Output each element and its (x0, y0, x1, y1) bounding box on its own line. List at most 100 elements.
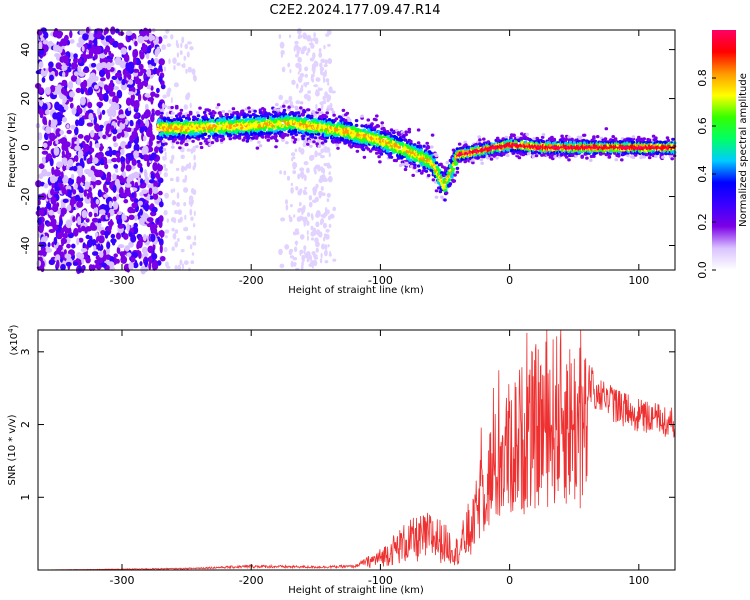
spectrogram-cell (66, 243, 71, 249)
spectrogram-cell (113, 86, 119, 91)
spectrogram-cell (292, 257, 298, 261)
spectrogram-cell (292, 170, 297, 175)
spectrogram-cell (144, 202, 150, 212)
spectrogram-cell (313, 66, 316, 73)
spectrogram-cell (324, 59, 328, 65)
spectrogram-cell (295, 46, 301, 51)
spectrogram-cell (74, 182, 78, 190)
spectrogram-cell (126, 252, 132, 257)
spectrogram-cell (137, 162, 143, 168)
spectrogram-cell (113, 142, 119, 148)
spectrogram-cell (196, 137, 201, 141)
spectrogram-cell (159, 232, 165, 238)
spectrogram-cell (133, 150, 139, 159)
spectrogram-cell (208, 143, 212, 147)
spectrogram-cell (310, 231, 316, 237)
spectrogram-cell (77, 149, 84, 159)
spectrogram-cell (434, 195, 439, 199)
spectrogram-cell (144, 93, 151, 98)
spectrogram-cell (276, 108, 281, 112)
spectrogram-cell (432, 158, 437, 162)
spectrogram-cell (279, 263, 285, 269)
spectrogram-cell (49, 174, 57, 184)
spectrogram-cell (157, 164, 163, 172)
spectrogram-cell (150, 152, 157, 160)
spectrogram-cell (50, 85, 56, 93)
spectrogram-cell (69, 39, 75, 44)
spectrogram-cell (204, 116, 208, 120)
spectrogram-cell (52, 44, 60, 52)
spectrogram-cell (160, 111, 164, 115)
spectrogram-cell (319, 62, 323, 68)
spectrogram-cell (93, 84, 99, 90)
spectrogram-cell (96, 107, 101, 116)
spectrogram-cell (480, 161, 485, 165)
spectrogram-cell (147, 245, 154, 254)
spectrogram-cell (231, 107, 236, 111)
spectrogram-cell (517, 156, 522, 160)
spectrogram-cell (298, 146, 302, 153)
spectrogram-cell (132, 262, 139, 269)
spectrogram-cell (142, 234, 147, 242)
spectrogram-cell (195, 145, 199, 149)
spectrogram-cell (112, 135, 117, 142)
spectrogram-cell (128, 79, 134, 85)
spectrogram-cell (79, 96, 86, 106)
spectrogram-cell (324, 234, 330, 240)
spectrogram-cell (55, 62, 62, 70)
spectrogram-cell (93, 39, 98, 47)
spectrogram-cell (184, 174, 188, 181)
spectrogram-cell (218, 111, 222, 115)
spectrogram-cell (278, 248, 283, 256)
spectrogram-cell (290, 260, 294, 268)
spectrogram-cell (117, 211, 123, 216)
spectrogram-cell (193, 210, 196, 217)
spectrogram-cell (306, 230, 309, 236)
spectrogram-cell (82, 79, 88, 88)
spectrogram-cell (106, 61, 112, 71)
spectrogram-cell (181, 263, 185, 270)
spectrogram-cell (360, 114, 364, 118)
spectrogram-cell (279, 170, 282, 175)
spectrogram-cell (452, 179, 457, 183)
spectrogram-cell (304, 35, 308, 40)
spectrogram-cell (327, 244, 330, 248)
spectrogram-cell (62, 99, 66, 108)
spectrogram-cell (77, 176, 82, 184)
spectrogram-cell (478, 138, 482, 142)
spectrogram-cell (124, 183, 132, 188)
spectrogram-cell (237, 136, 242, 140)
spectrogram-cell (298, 202, 302, 207)
spectrogram-cell (152, 68, 157, 75)
spectrogram-cell (187, 41, 192, 45)
spectrogram-cell (301, 260, 304, 267)
spectrogram-cell (424, 169, 429, 173)
spectrogram-cell (308, 201, 313, 208)
spectrogram-cell (103, 92, 109, 102)
spectrogram-cell (299, 250, 302, 257)
spectrogram-cell (331, 110, 336, 114)
spectrogram-cell (328, 152, 331, 158)
spectrogram-cell (85, 234, 91, 240)
spectrogram-cell (203, 132, 208, 136)
spectrogram-cell (98, 69, 106, 78)
spectrogram-cell (89, 154, 93, 163)
spectrogram-cell (146, 68, 152, 77)
spectrogram-cell (98, 131, 103, 137)
spectrogram-cell (170, 115, 174, 120)
spectrogram-cell (320, 155, 325, 159)
spectrogram-cell (127, 91, 135, 96)
spectrogram-cell (409, 158, 413, 162)
spectrogram-cell (186, 51, 190, 58)
spectrogram-cell (142, 145, 149, 155)
spectrogram-cell (400, 141, 405, 146)
spectrogram-cell (74, 155, 79, 162)
spectrogram-cell (108, 200, 113, 209)
spectrogram-cell (312, 140, 316, 144)
spectrogram-cell (62, 116, 67, 123)
spectrogram-cell (53, 146, 60, 156)
spectrogram-cell (72, 189, 77, 195)
spectrogram-cell (251, 136, 256, 140)
spectrogram-cell (310, 225, 314, 231)
spectrogram-cell (45, 247, 53, 253)
